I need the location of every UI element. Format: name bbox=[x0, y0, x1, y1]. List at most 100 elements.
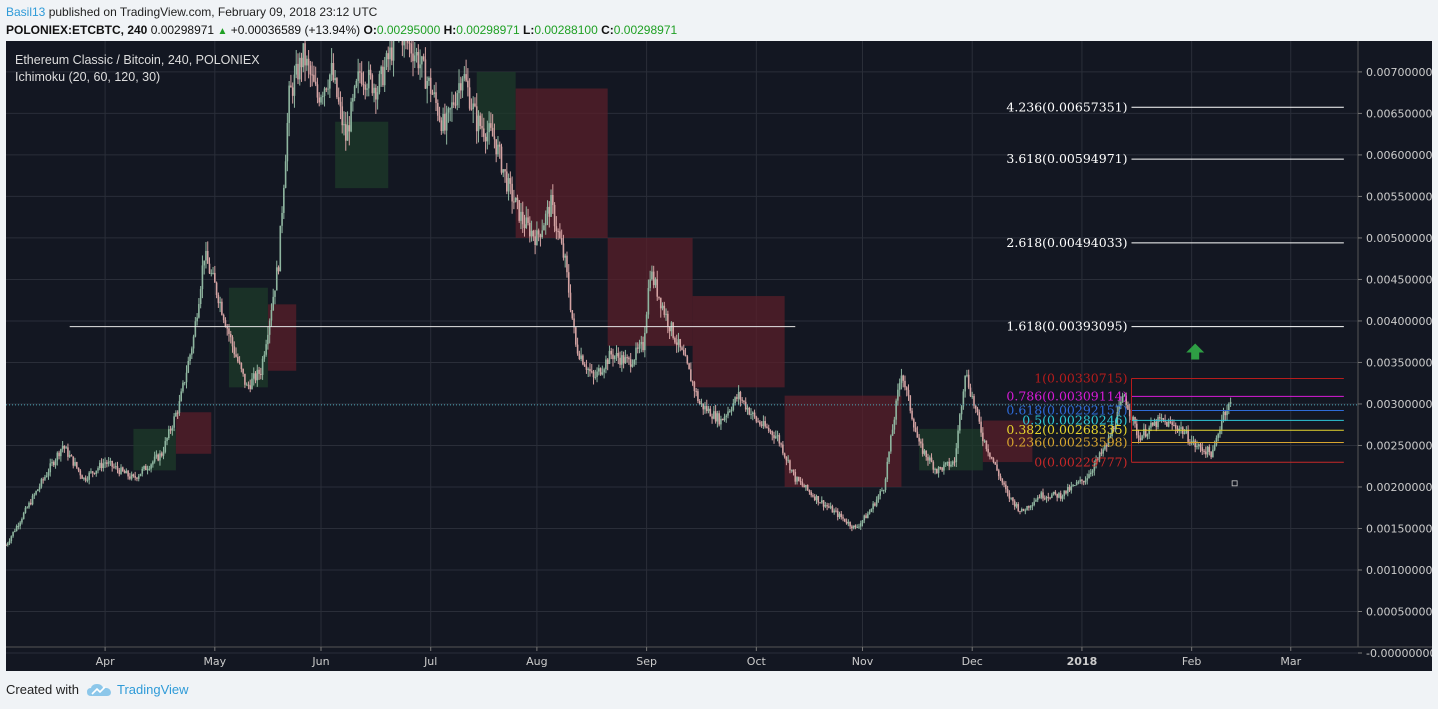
candle-body bbox=[571, 310, 574, 319]
ichimoku-cloud-bear bbox=[515, 88, 608, 238]
candle-body bbox=[28, 502, 30, 508]
candle-body bbox=[1219, 429, 1221, 435]
candle-body bbox=[444, 113, 446, 131]
candle-body bbox=[1086, 478, 1089, 481]
candle-body bbox=[874, 503, 876, 506]
candle-body bbox=[1137, 435, 1140, 438]
fib-level-label: 0.5(0.00280246) bbox=[1022, 412, 1127, 427]
candle-body bbox=[1143, 428, 1145, 436]
candle-body bbox=[355, 80, 358, 87]
candle-body bbox=[1061, 496, 1064, 499]
candle-body bbox=[1135, 423, 1138, 436]
candle-body bbox=[378, 74, 381, 93]
candle-body bbox=[702, 403, 705, 410]
candle-body bbox=[865, 515, 867, 519]
candle-body bbox=[573, 318, 575, 328]
candle-body bbox=[707, 408, 710, 412]
candle-body bbox=[621, 355, 623, 365]
candle-body bbox=[215, 282, 218, 296]
candle-body bbox=[106, 462, 108, 464]
candle-body bbox=[26, 507, 29, 509]
candle-body bbox=[1081, 479, 1083, 481]
candle-body bbox=[1196, 446, 1198, 448]
candle-body bbox=[1010, 497, 1012, 499]
candle-body bbox=[1026, 506, 1028, 511]
candle-body bbox=[736, 397, 738, 399]
candle-body bbox=[150, 464, 152, 469]
author-link[interactable]: Basil13 bbox=[6, 5, 46, 19]
candle-body bbox=[819, 502, 821, 504]
candle-body bbox=[75, 462, 78, 468]
candle-body bbox=[155, 454, 158, 457]
price-chart[interactable]: 4.236(0.00657351) 3.618(0.00594971) 2.618(… bbox=[6, 41, 1432, 671]
chart-panel[interactable]: 4.236(0.00657351) 3.618(0.00594971) 2.618(… bbox=[6, 41, 1432, 671]
candle-body bbox=[920, 441, 922, 444]
candle-body bbox=[608, 350, 611, 364]
candle-body bbox=[8, 541, 11, 544]
candle-body bbox=[422, 56, 425, 60]
candle-body bbox=[1206, 446, 1209, 455]
candle-body bbox=[120, 467, 122, 475]
candle-body bbox=[769, 430, 772, 432]
y-tick-label: 0.00600000 bbox=[1366, 149, 1432, 162]
candle-body bbox=[723, 416, 726, 421]
candle-body bbox=[208, 263, 211, 274]
candle-body bbox=[189, 354, 191, 361]
candle-body bbox=[730, 409, 733, 412]
candle-body bbox=[750, 413, 752, 415]
candle-body bbox=[300, 57, 303, 68]
candle-body bbox=[205, 250, 207, 261]
candle-body bbox=[490, 123, 492, 128]
candle-body bbox=[895, 400, 897, 420]
candle-body bbox=[897, 389, 899, 401]
candle-body bbox=[413, 55, 416, 62]
candle-body bbox=[298, 57, 301, 80]
candle-body bbox=[265, 344, 267, 355]
candle-body bbox=[180, 391, 182, 402]
candle-body bbox=[6, 545, 7, 547]
x-tick-label: May bbox=[203, 655, 226, 668]
candle-body bbox=[1139, 437, 1142, 441]
candle-body bbox=[1093, 464, 1096, 471]
candle-body bbox=[851, 526, 853, 529]
candle-body bbox=[201, 265, 204, 290]
candle-body bbox=[1102, 449, 1104, 454]
y-tick-label: 0.00650000 bbox=[1366, 107, 1432, 120]
candle-body bbox=[636, 347, 639, 349]
candle-body bbox=[362, 84, 365, 86]
candle-body bbox=[743, 400, 745, 402]
candle-body bbox=[695, 391, 697, 393]
candle-body bbox=[529, 222, 531, 237]
candle-body bbox=[766, 426, 768, 428]
candle-body bbox=[744, 401, 747, 410]
candle-body bbox=[927, 457, 929, 461]
candle-body bbox=[495, 139, 497, 155]
candle-body bbox=[665, 313, 667, 315]
candle-body bbox=[237, 356, 239, 362]
x-tick-label: Jul bbox=[423, 655, 437, 668]
candle-body bbox=[511, 183, 513, 202]
tradingview-link[interactable]: TradingView bbox=[116, 682, 189, 697]
candle-body bbox=[488, 123, 490, 133]
candle-body bbox=[339, 101, 342, 107]
candle-body bbox=[417, 52, 420, 69]
candle-body bbox=[29, 502, 32, 505]
candle-body bbox=[861, 520, 864, 524]
candle-body bbox=[160, 453, 163, 456]
candle-body bbox=[642, 341, 644, 351]
candle-body bbox=[966, 374, 968, 376]
candle-body bbox=[530, 230, 533, 237]
candle-body bbox=[799, 480, 802, 483]
candle-body bbox=[143, 466, 145, 469]
candle-body bbox=[605, 359, 607, 370]
candle-body bbox=[705, 406, 708, 412]
candle-body bbox=[575, 327, 577, 345]
candle-body bbox=[60, 449, 62, 457]
candle-body bbox=[806, 484, 809, 491]
candle-body bbox=[764, 421, 766, 427]
tradingview-logo-icon[interactable] bbox=[86, 683, 111, 697]
chart-title: Ethereum Classic / Bitcoin, 240, POLONIE… bbox=[15, 53, 260, 67]
candle-body bbox=[709, 408, 712, 417]
candle-body bbox=[238, 361, 241, 363]
candle-body bbox=[838, 513, 841, 518]
